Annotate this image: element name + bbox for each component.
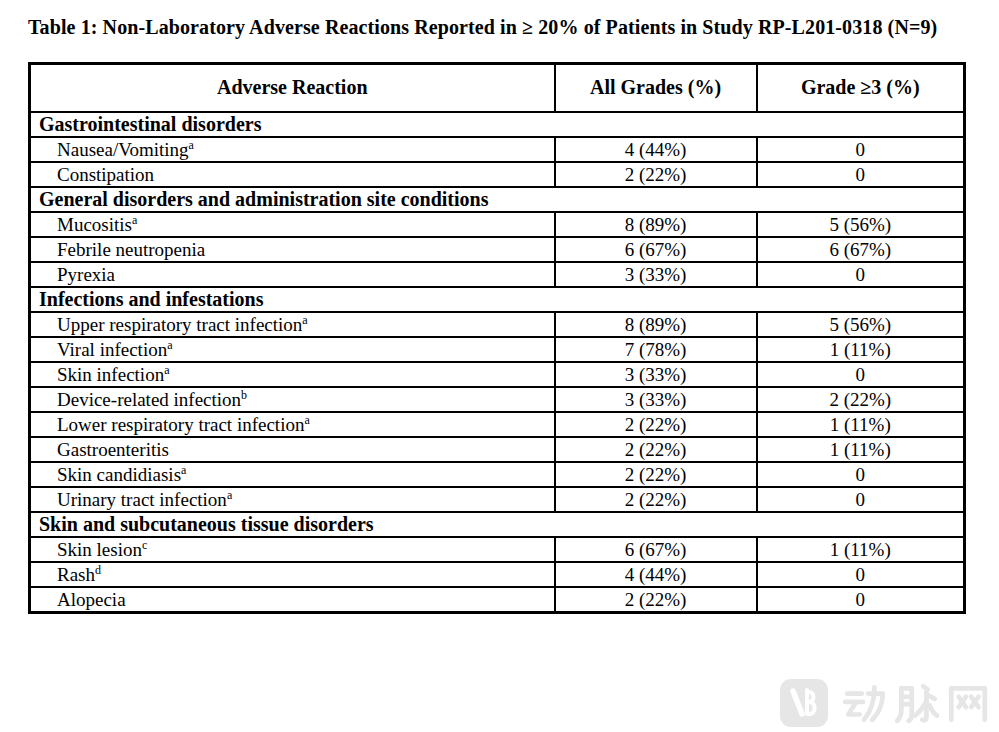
table-row: Pyrexia3 (33%)0: [30, 262, 965, 287]
footnote-marker: a: [304, 412, 309, 426]
grade3-value: 2 (22%): [757, 387, 965, 412]
column-header-grade3: Grade ≥3 (%): [757, 64, 965, 112]
reaction-name: Viral infectiona: [30, 337, 555, 362]
grade3-value: 5 (56%): [757, 312, 965, 337]
grade3-value: 1 (11%): [757, 537, 965, 562]
grade3-value: 0: [757, 362, 965, 387]
footnote-marker: a: [181, 462, 186, 476]
char-mai-icon: [893, 679, 939, 727]
reaction-name: Febrile neutropenia: [30, 237, 555, 262]
reaction-name: Skin candidiasisa: [30, 462, 555, 487]
reaction-name: Skin lesionc: [30, 537, 555, 562]
char-dong-icon: [842, 679, 888, 727]
grade3-value: 1 (11%): [757, 337, 965, 362]
footnote-marker: a: [167, 337, 172, 351]
grade3-value: 1 (11%): [757, 437, 965, 462]
category-label: Gastrointestinal disorders: [30, 112, 965, 137]
column-header-adverse-reaction: Adverse Reaction: [30, 64, 555, 112]
footnote-marker: a: [164, 362, 169, 376]
footnote-marker: d: [95, 562, 101, 576]
all-grades-value: 2 (22%): [555, 487, 757, 512]
category-row: Skin and subcutaneous tissue disorders: [30, 512, 965, 537]
table-row: Febrile neutropenia6 (67%)6 (67%): [30, 237, 965, 262]
grade3-value: 0: [757, 137, 965, 162]
grade3-value: 0: [757, 487, 965, 512]
all-grades-value: 6 (67%): [555, 237, 757, 262]
grade3-value: 6 (67%): [757, 237, 965, 262]
all-grades-value: 3 (33%): [555, 262, 757, 287]
all-grades-value: 3 (33%): [555, 362, 757, 387]
grade3-value: 1 (11%): [757, 412, 965, 437]
table-row: Gastroenteritis2 (22%)1 (11%): [30, 437, 965, 462]
reaction-name: Rashd: [30, 562, 555, 587]
table-row: Rashd4 (44%)0: [30, 562, 965, 587]
all-grades-value: 2 (22%): [555, 162, 757, 187]
table-row: Skin candidiasisa2 (22%)0: [30, 462, 965, 487]
all-grades-value: 8 (89%): [555, 212, 757, 237]
grade3-value: 0: [757, 587, 965, 613]
reaction-name: Pyrexia: [30, 262, 555, 287]
all-grades-value: 4 (44%): [555, 562, 757, 587]
all-grades-value: 2 (22%): [555, 462, 757, 487]
all-grades-value: 6 (67%): [555, 537, 757, 562]
reaction-name: Nausea/Vomitinga: [30, 137, 555, 162]
watermark: [780, 679, 990, 727]
table-row: Viral infectiona7 (78%)1 (11%): [30, 337, 965, 362]
footnote-marker: a: [132, 212, 137, 226]
reaction-name: Lower respiratory tract infectiona: [30, 412, 555, 437]
category-label: General disorders and administration sit…: [30, 187, 965, 212]
footnote-marker: a: [227, 487, 232, 501]
table-body: Gastrointestinal disordersNausea/Vomitin…: [30, 112, 965, 613]
reaction-name: Device-related infectionb: [30, 387, 555, 412]
table-header-row: Adverse Reaction All Grades (%) Grade ≥3…: [30, 64, 965, 112]
reaction-name: Skin infectiona: [30, 362, 555, 387]
footnote-marker: c: [142, 537, 147, 551]
table-row: Skin infectiona3 (33%)0: [30, 362, 965, 387]
reaction-name: Urinary tract infectiona: [30, 487, 555, 512]
reaction-name: Alopecia: [30, 587, 555, 613]
footnote-marker: b: [241, 387, 247, 401]
all-grades-value: 2 (22%): [555, 412, 757, 437]
vb-logo-icon: [780, 679, 828, 727]
table-row: Upper respiratory tract infectiona8 (89%…: [30, 312, 965, 337]
column-header-all-grades: All Grades (%): [555, 64, 757, 112]
footnote-marker: a: [302, 312, 307, 326]
footnote-marker: a: [189, 137, 194, 151]
all-grades-value: 7 (78%): [555, 337, 757, 362]
reaction-name: Mucositisa: [30, 212, 555, 237]
table-row: Constipation2 (22%)0: [30, 162, 965, 187]
all-grades-value: 4 (44%): [555, 137, 757, 162]
category-row: Infections and infestations: [30, 287, 965, 312]
table-row: Lower respiratory tract infectiona2 (22%…: [30, 412, 965, 437]
all-grades-value: 2 (22%): [555, 437, 757, 462]
reaction-name: Constipation: [30, 162, 555, 187]
grade3-value: 0: [757, 262, 965, 287]
reaction-name: Upper respiratory tract infectiona: [30, 312, 555, 337]
grade3-value: 0: [757, 562, 965, 587]
table-row: Nausea/Vomitinga4 (44%)0: [30, 137, 965, 162]
char-wang-icon: [944, 679, 990, 727]
category-label: Infections and infestations: [30, 287, 965, 312]
table-row: Urinary tract infectiona2 (22%)0: [30, 487, 965, 512]
grade3-value: 0: [757, 162, 965, 187]
grade3-value: 0: [757, 462, 965, 487]
all-grades-value: 8 (89%): [555, 312, 757, 337]
all-grades-value: 2 (22%): [555, 587, 757, 613]
reaction-name: Gastroenteritis: [30, 437, 555, 462]
adverse-reactions-table: Adverse Reaction All Grades (%) Grade ≥3…: [28, 62, 966, 614]
category-row: Gastrointestinal disorders: [30, 112, 965, 137]
table-row: Alopecia2 (22%)0: [30, 587, 965, 613]
table-row: Skin lesionc6 (67%)1 (11%): [30, 537, 965, 562]
table-row: Device-related infectionb3 (33%)2 (22%): [30, 387, 965, 412]
all-grades-value: 3 (33%): [555, 387, 757, 412]
table-row: Mucositisa8 (89%)5 (56%): [30, 212, 965, 237]
category-label: Skin and subcutaneous tissue disorders: [30, 512, 965, 537]
category-row: General disorders and administration sit…: [30, 187, 965, 212]
page-title: Table 1: Non-Laboratory Adverse Reaction…: [28, 13, 968, 41]
watermark-brand-text: [842, 679, 990, 727]
grade3-value: 5 (56%): [757, 212, 965, 237]
